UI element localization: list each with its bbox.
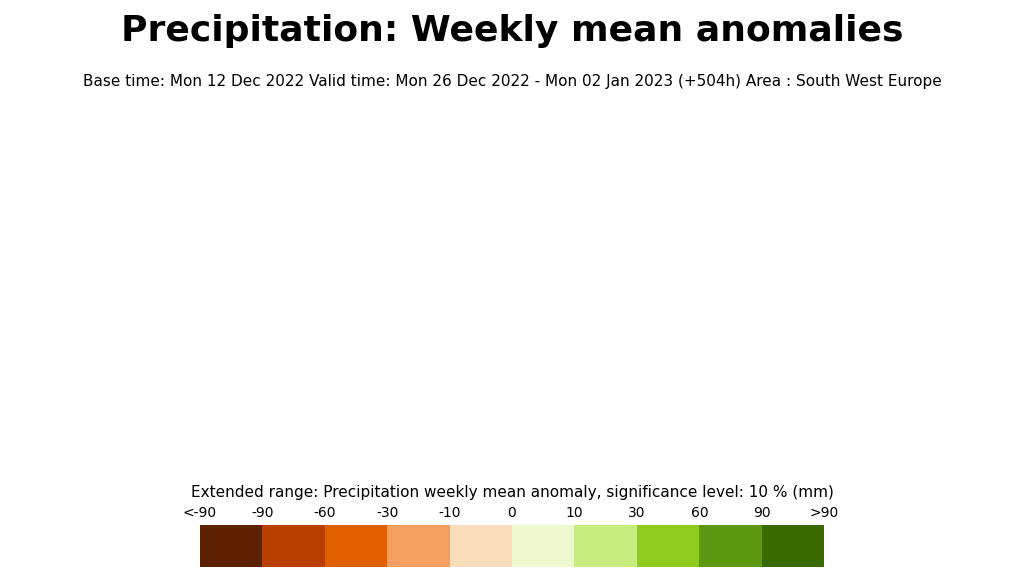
Bar <box>762 525 824 567</box>
Text: <-90: <-90 <box>182 506 217 520</box>
Text: -60: -60 <box>313 506 336 520</box>
Text: >90: >90 <box>810 506 839 520</box>
Bar <box>262 525 325 567</box>
Bar <box>699 525 762 567</box>
Text: Extended range: Precipitation weekly mean anomaly, significance level: 10 % (mm): Extended range: Precipitation weekly mea… <box>190 485 834 500</box>
Bar <box>512 525 574 567</box>
Text: -10: -10 <box>438 506 461 520</box>
Text: 10: 10 <box>565 506 584 520</box>
Text: 60: 60 <box>690 506 709 520</box>
Bar <box>200 525 262 567</box>
Bar <box>574 525 637 567</box>
Text: Base time: Mon 12 Dec 2022 Valid time: Mon 26 Dec 2022 - Mon 02 Jan 2023 (+504h): Base time: Mon 12 Dec 2022 Valid time: M… <box>83 74 941 89</box>
Bar <box>450 525 512 567</box>
Text: 90: 90 <box>753 506 771 520</box>
Bar <box>637 525 699 567</box>
Bar <box>387 525 450 567</box>
Text: -30: -30 <box>376 506 398 520</box>
Text: Precipitation: Weekly mean anomalies: Precipitation: Weekly mean anomalies <box>121 14 903 48</box>
Text: 30: 30 <box>628 506 646 520</box>
Text: 0: 0 <box>508 506 516 520</box>
Text: -90: -90 <box>251 506 273 520</box>
Bar <box>325 525 387 567</box>
